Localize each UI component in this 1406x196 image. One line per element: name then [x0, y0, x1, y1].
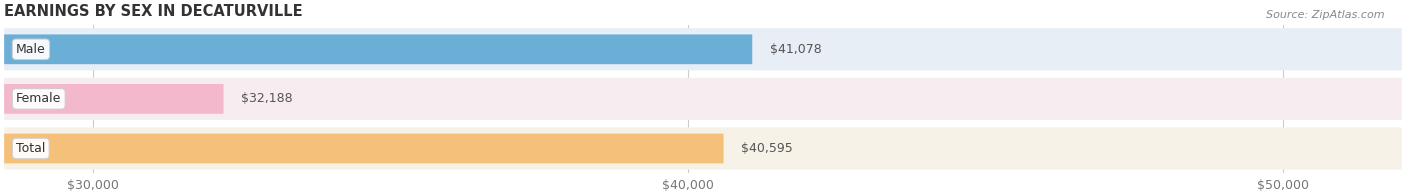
Text: EARNINGS BY SEX IN DECATURVILLE: EARNINGS BY SEX IN DECATURVILLE: [4, 4, 302, 19]
FancyBboxPatch shape: [4, 127, 1402, 170]
Text: $32,188: $32,188: [242, 92, 292, 105]
Text: Male: Male: [15, 43, 46, 56]
Text: Total: Total: [15, 142, 45, 155]
Text: Female: Female: [15, 92, 62, 105]
FancyBboxPatch shape: [4, 28, 1402, 70]
Text: Source: ZipAtlas.com: Source: ZipAtlas.com: [1267, 10, 1385, 20]
Text: $41,078: $41,078: [770, 43, 823, 56]
FancyBboxPatch shape: [4, 134, 724, 163]
Text: $40,595: $40,595: [741, 142, 793, 155]
FancyBboxPatch shape: [4, 78, 1402, 120]
FancyBboxPatch shape: [4, 84, 224, 114]
FancyBboxPatch shape: [4, 34, 752, 64]
